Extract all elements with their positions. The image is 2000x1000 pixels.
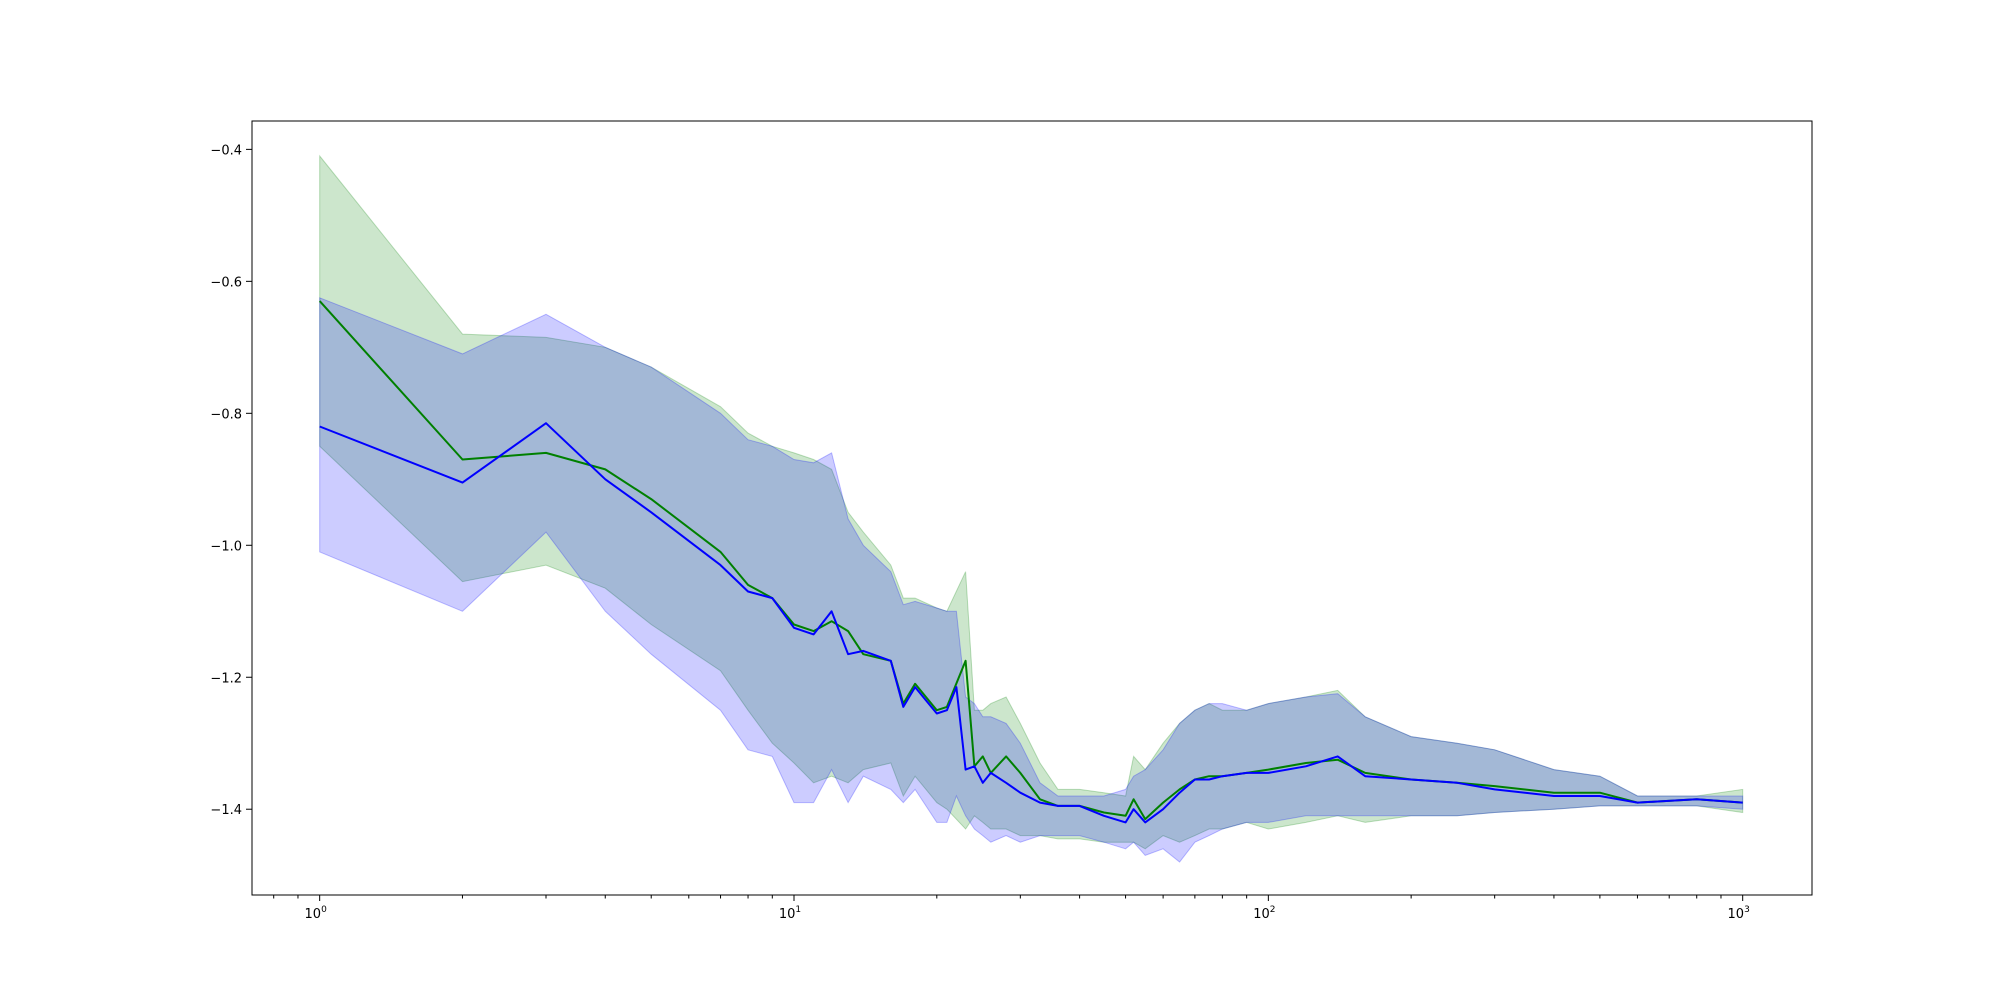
y-tick-label: −1.4 xyxy=(210,803,242,818)
series-1-line xyxy=(318,300,1743,821)
y-tick-label: −0.4 xyxy=(210,143,242,158)
plot-area-frame xyxy=(251,120,1813,896)
x-tick-label: 101 xyxy=(779,905,801,922)
y-axis: −0.4 −0.6 −0.8 −1.0 −1.2 −1.4 xyxy=(210,143,252,818)
x-tick-label: 103 xyxy=(1728,905,1750,922)
y-tick-label: −1.2 xyxy=(210,671,242,686)
x-tick-label: 100 xyxy=(305,905,328,922)
y-tick-label: −1.0 xyxy=(210,539,242,554)
series-2-band xyxy=(319,297,1744,863)
x-axis: 100 101 102 103 xyxy=(273,895,1750,922)
y-tick-label: −0.8 xyxy=(210,407,242,422)
series-1-band xyxy=(319,154,1744,850)
series-2-line xyxy=(319,422,1743,824)
series-lines xyxy=(318,300,1743,824)
x-tick-label: 102 xyxy=(1253,905,1275,922)
confidence-bands xyxy=(319,154,1744,863)
y-tick-label: −0.6 xyxy=(210,275,242,290)
